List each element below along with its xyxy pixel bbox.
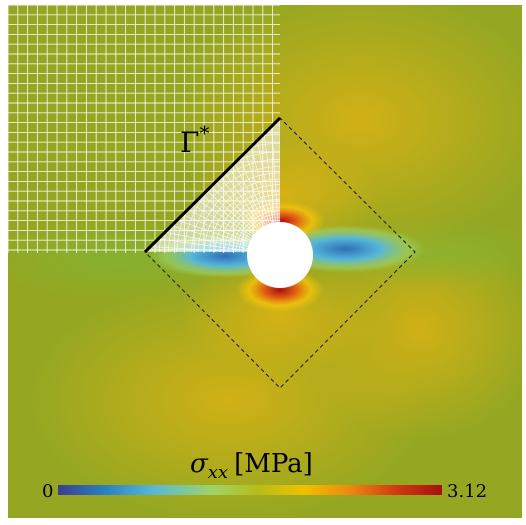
mesh-arc xyxy=(209,184,280,252)
mesh-arc xyxy=(191,166,280,252)
mesh-line xyxy=(145,197,280,252)
mesh-line xyxy=(265,118,280,252)
mesh-line xyxy=(145,240,280,252)
colorbar-title: σxx [MPa] xyxy=(190,449,313,483)
mesh-arc xyxy=(197,172,280,252)
orange-lobe-below-hole xyxy=(180,255,380,375)
mesh-arc xyxy=(228,203,280,252)
gamma-star-boundary xyxy=(143,116,282,254)
mesh-arc xyxy=(223,198,280,252)
mesh-arc xyxy=(214,189,280,252)
mesh-line xyxy=(251,118,280,252)
colorbar-max-label: 3.12 xyxy=(447,481,487,502)
mesh-arc xyxy=(203,178,280,252)
mesh-arc xyxy=(235,210,280,252)
gamma-star-label: Γ* xyxy=(180,121,209,159)
mesh-arc xyxy=(238,213,280,252)
colorbar xyxy=(58,485,442,495)
mesh-line xyxy=(222,118,280,252)
mesh-arc xyxy=(241,216,280,252)
mesh-line xyxy=(145,226,280,252)
mesh-line xyxy=(145,211,280,252)
mesh-arc xyxy=(219,194,280,252)
mesh-arc xyxy=(231,206,280,252)
colorbar-min-label: 0 xyxy=(42,481,53,502)
circular-hole xyxy=(247,222,313,288)
mesh-line xyxy=(236,118,280,252)
mesh-arc xyxy=(184,159,280,252)
